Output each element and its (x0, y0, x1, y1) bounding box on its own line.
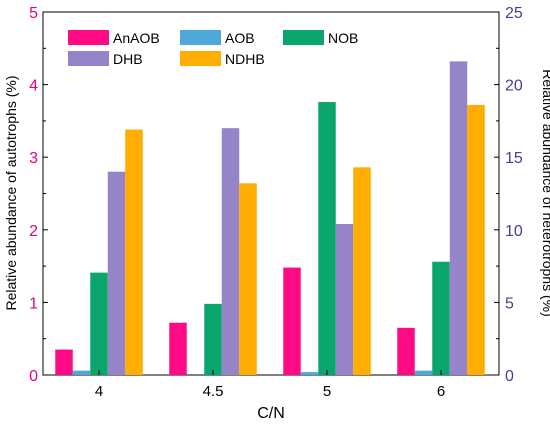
legend: AnAOB AOB NOB DHB NDHB (68, 30, 358, 67)
bar-nob-4 (90, 272, 108, 375)
left-axis-label: Relative abundance of autotrophs (%) (3, 75, 19, 310)
bar-nob-5 (318, 102, 336, 376)
bar-nob-4-5 (204, 303, 222, 375)
bar-dhb-4-5 (221, 128, 240, 375)
left-tick-label: 1 (29, 295, 38, 312)
legend-swatch-nob (283, 30, 324, 45)
bar-ndhb-4 (125, 129, 143, 375)
bar-ndhb-4-5 (239, 183, 257, 375)
bar-aob-6 (414, 370, 433, 375)
legend-swatch-dhb (68, 51, 109, 66)
legend-label-ndhb: NDHB (225, 51, 265, 67)
left-tick-label: 4 (29, 78, 38, 95)
legend-swatch-anaob (68, 30, 109, 45)
legend-label-anaob: AnAOB (113, 30, 160, 46)
right-axis: 0 5 10 15 20 25 (494, 5, 523, 385)
right-tick-label: 15 (505, 150, 523, 167)
legend-label-aob: AOB (225, 30, 255, 46)
bar-dhb-4 (107, 171, 126, 375)
bar-aob-5 (300, 372, 319, 375)
bar-anaob-5 (283, 267, 301, 375)
left-tick-label: 0 (29, 368, 38, 385)
left-tick-label: 3 (29, 150, 38, 167)
bar-ndhb-5 (353, 167, 371, 375)
x-tick-label: 4 (95, 383, 103, 400)
right-tick-label: 5 (505, 295, 514, 312)
bars-group (55, 61, 485, 376)
bar-anaob-6 (397, 327, 415, 375)
right-axis-label: Relative abundance of heterotrophs (%) (540, 69, 550, 316)
right-tick-label: 25 (505, 5, 523, 22)
bar-ndhb-6 (467, 104, 485, 376)
left-tick-label: 5 (29, 5, 38, 22)
left-tick-label: 2 (29, 223, 38, 240)
right-tick-label: 0 (505, 368, 514, 385)
legend-swatch-ndhb (180, 51, 221, 66)
legend-label-dhb: DHB (113, 51, 143, 67)
bar-dhb-6 (449, 61, 468, 376)
bar-anaob-4-5 (169, 322, 187, 375)
right-tick-label: 10 (505, 223, 523, 240)
legend-label-nob: NOB (328, 30, 358, 46)
left-axis: 0 1 2 3 4 5 (29, 5, 48, 385)
legend-swatch-aob (180, 30, 221, 45)
bar-nob-6 (432, 261, 450, 375)
x-tick-label: 5 (323, 383, 331, 400)
x-tick-label: 6 (437, 383, 445, 400)
bar-anaob-4 (55, 349, 73, 375)
x-axis-label: C/N (257, 405, 285, 422)
x-tick-label: 4.5 (203, 383, 224, 400)
x-axis: 4 4.5 5 6 (95, 370, 445, 400)
bar-aob-4 (72, 370, 91, 375)
bar-dhb-5 (335, 223, 354, 375)
right-tick-label: 20 (505, 78, 523, 95)
